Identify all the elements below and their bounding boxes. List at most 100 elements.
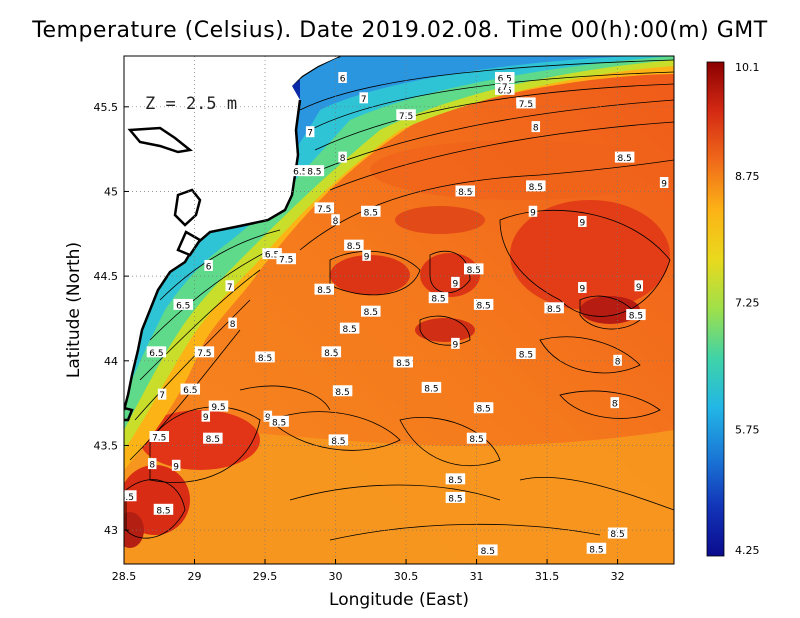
contour-label: 8.5 [607,527,628,540]
contour-label-text: 8 [230,320,236,330]
contour-label-text: 8.5 [481,547,495,557]
x-tick-label: 30.5 [394,570,419,583]
contour-label-text: 7.5 [197,349,211,359]
contour-label-box [203,432,223,444]
plot-frame [123,55,675,565]
contour-label-text: 8.5 [610,530,624,540]
contour-label: 8.5 [339,322,360,335]
contour-label: 9.5 [208,400,229,413]
contour-label-text: 8.5 [448,494,462,504]
contour-label-box [157,388,167,400]
contour-label-text: 7 [361,95,367,105]
contour-label-text: 8 [612,400,618,410]
warm-patch [330,255,410,295]
y-tick-label: 43 [104,524,118,537]
contour-label-box [495,72,515,84]
contour-label-text: 6.5 [293,168,307,178]
contour-label-box [463,263,484,275]
contour-label-text: 9 [364,252,370,262]
colorbar-label: 5.75 [735,423,760,436]
colorbar-label: 4.25 [735,544,760,557]
contour-label: 8.5 [269,415,289,428]
contour-label: 8.5 [516,348,536,361]
contour-label-text: 8.5 [448,476,462,486]
contour-label: 6.5 [262,248,282,261]
contour-label: 8.5 [153,503,174,516]
contour-label-box [634,280,643,292]
contour-label-text: 6.5 [183,386,197,396]
contour-label-box [173,298,193,310]
contour-label: 8.5 [473,402,494,415]
contour-label-text: 7 [502,83,508,93]
contour-label-text: 9 [453,340,459,350]
contour-label-box [500,80,510,92]
contour-label-box [228,317,237,329]
contour-label-text: 8.5 [206,435,220,445]
contour-label: 9 [578,281,587,294]
contour-label-text: 8.5 [458,188,472,198]
contour-label-text: 6.5 [498,75,512,85]
colorbar-labels: 10.1 8.75 7.25 5.75 4.25 [735,61,760,557]
contour-label: 8.5 [321,346,342,359]
contour-label-box [526,180,546,192]
contour-label-box [396,109,416,121]
contour-label-text: 6.5 [265,251,279,261]
contour-label-box [361,205,381,217]
contour-label-text: 9 [203,413,209,423]
contour-label: 8 [338,151,347,164]
contour-label-text: 7.5 [317,205,331,215]
contour-label-box [124,490,137,502]
contour-label: 8.5 [304,165,325,178]
x-tick-label: 31 [470,570,484,583]
contour-label-box [478,544,498,556]
x-tick-label: 29.5 [253,570,278,583]
y-tick-label: 45.5 [94,101,119,114]
isotherm-line [149,249,271,341]
contour-label: 6 [204,259,213,272]
isotherm-line [429,250,471,294]
contour-label-box [544,302,564,314]
contour-label-box [455,185,476,197]
isotherm-line [139,269,261,381]
map-title: Temperature (Celsius). Date 2019.02.08. … [32,18,768,43]
contour-label-box [201,410,211,422]
isotherm-line [329,250,421,296]
contour-label-box [607,527,628,539]
contour-label: 9 [263,410,273,423]
lake-outline [173,188,202,227]
contour-label: 8.5 [445,491,466,504]
contour-label: 7.5 [276,253,296,266]
contour-label-text: 8.5 [547,305,561,315]
contour-label-box [428,292,449,304]
warm-patch [580,296,640,324]
isotherm-line [539,336,641,374]
contour-label-text: 9 [579,284,585,294]
contour-label: 8.5 [428,292,449,305]
contour-label-text: 8.5 [589,545,603,555]
contour-label-box [225,280,235,292]
isotherm-line [319,99,674,171]
contour-label: 7 [359,92,368,105]
contour-label-text: 9 [636,283,642,293]
contour-label-text: 8.5 [396,359,410,369]
contour-label-box [626,309,646,321]
y-tick-label: 44 [104,355,118,368]
contour-label: 7 [225,280,235,293]
contour-label-text: 8.5 [335,388,349,398]
contour-label: 6.5 [290,165,311,178]
depth-label: Z = 2.5 m [145,94,237,114]
contour-label: 6.5 [180,383,201,396]
x-tick-label: 31.5 [535,570,560,583]
contour-label: 8.5 [478,544,498,557]
isotherm-line [129,329,241,461]
contour-label-box [305,126,315,138]
contour-label-box [473,402,494,414]
contour-label-box [171,459,181,471]
isotherm-line [299,159,674,251]
contour-label: 8.5 [332,385,353,398]
contour-label: 7.5 [149,431,170,444]
contour-label-box [331,214,340,226]
x-tick-label: 32 [611,570,625,583]
isotherm-line [309,71,674,131]
isotherm-line [399,417,501,467]
